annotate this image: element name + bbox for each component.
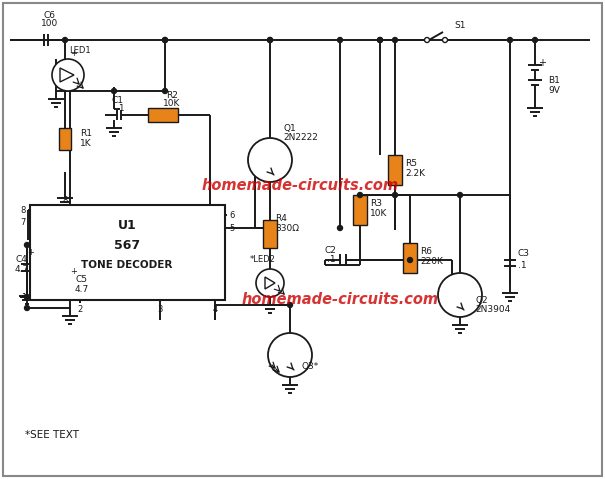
Text: U1: U1 [117,218,136,231]
Text: Q1: Q1 [283,124,296,133]
Circle shape [378,37,382,43]
Circle shape [163,37,168,43]
Circle shape [267,37,272,43]
Bar [403,243,417,273]
Bar [263,220,277,248]
Text: 6: 6 [229,210,234,219]
Circle shape [111,89,117,93]
Circle shape [256,269,284,297]
Text: *LED2: *LED2 [250,255,276,264]
Polygon shape [60,68,74,82]
Text: +: + [538,58,546,68]
Circle shape [358,193,362,197]
Text: R1: R1 [80,128,92,137]
Circle shape [267,37,272,43]
Circle shape [408,258,413,262]
Text: TONE DECODER: TONE DECODER [81,260,172,270]
Text: +: + [28,248,34,256]
Text: 8: 8 [21,205,26,215]
Text: R6: R6 [420,247,432,255]
Circle shape [532,37,537,43]
Circle shape [425,37,430,43]
Text: 2N2222: 2N2222 [283,133,318,141]
Text: 567: 567 [114,239,140,251]
Circle shape [248,138,292,182]
Circle shape [442,37,448,43]
Circle shape [338,226,342,230]
Text: LED1: LED1 [69,46,91,55]
Bar [388,155,402,185]
Text: 2.2K: 2.2K [405,169,425,178]
Text: 1K: 1K [80,138,91,148]
Text: +: + [71,48,77,57]
Text: R2: R2 [166,91,178,100]
Text: R5: R5 [405,159,417,168]
Text: 9V: 9V [548,85,560,94]
Text: S1: S1 [454,21,466,30]
Text: 7: 7 [21,217,26,227]
Circle shape [508,37,512,43]
Circle shape [268,333,312,377]
Text: 10K: 10K [163,99,181,107]
Text: 220K: 220K [420,256,443,265]
Text: C2: C2 [324,246,336,254]
Text: .1: .1 [327,255,335,264]
Text: 3: 3 [157,306,163,315]
Text: B1: B1 [548,76,560,84]
Circle shape [393,193,397,197]
Circle shape [338,37,342,43]
Polygon shape [265,277,275,289]
Circle shape [457,193,462,197]
Text: R4: R4 [275,214,287,223]
Text: 4.7: 4.7 [15,265,29,274]
Text: 2: 2 [77,306,83,315]
Circle shape [24,306,30,310]
Text: 330Ω: 330Ω [275,224,299,232]
Text: homemade-circuits.com: homemade-circuits.com [241,293,439,308]
Text: 4.7: 4.7 [75,285,90,295]
Bar [30,205,225,300]
Bar [353,195,367,225]
Bar [148,108,178,122]
Text: homemade-circuits.com: homemade-circuits.com [201,178,399,193]
Text: Q3*: Q3* [302,363,319,372]
Circle shape [163,89,168,93]
Circle shape [52,59,84,91]
Text: +: + [71,267,77,276]
Text: C3: C3 [518,249,530,258]
Circle shape [24,295,30,299]
Text: *SEE TEXT: *SEE TEXT [25,430,79,440]
Text: .1: .1 [116,103,124,113]
Circle shape [62,37,68,43]
Text: 2N3904: 2N3904 [475,306,510,315]
Circle shape [287,303,292,308]
Circle shape [393,37,397,43]
Text: C4: C4 [15,255,27,264]
Text: R3: R3 [370,198,382,207]
Circle shape [24,242,30,248]
Text: 5: 5 [229,224,234,232]
Circle shape [163,37,168,43]
Circle shape [378,37,382,43]
Text: 1: 1 [21,293,26,301]
Text: 8: 8 [62,195,68,205]
Text: Q2: Q2 [475,296,488,305]
Text: 10K: 10K [370,208,387,217]
Text: 4: 4 [212,306,218,315]
Bar [59,128,71,150]
Text: .1: .1 [518,261,526,270]
Text: C5: C5 [75,275,87,285]
Circle shape [438,273,482,317]
Text: C1: C1 [112,95,124,104]
Text: C6: C6 [44,11,56,20]
Text: 100: 100 [41,19,59,27]
